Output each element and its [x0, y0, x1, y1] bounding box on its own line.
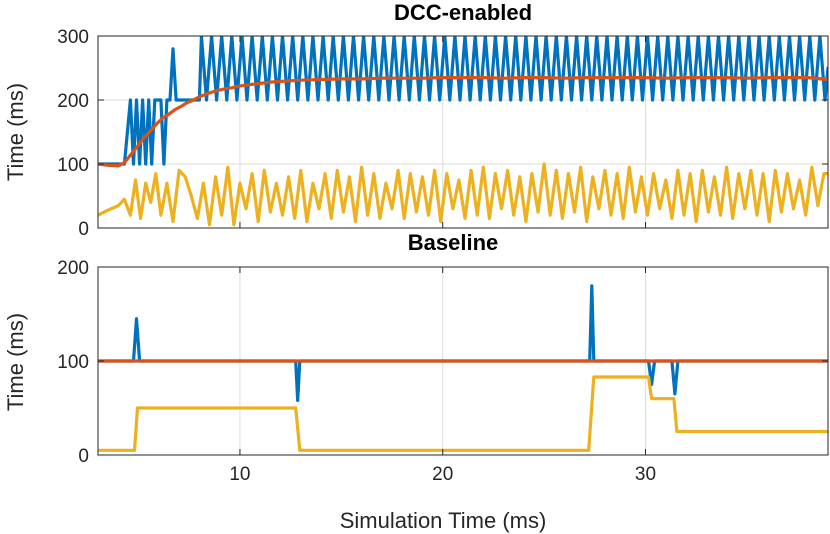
dcc-enabled-ytick-label: 300: [57, 27, 89, 48]
dcc-enabled-ytick-label: 200: [57, 91, 89, 112]
dcc-enabled-series-orange: [98, 75, 828, 168]
baseline-ticks: 10 20 30 0 100 200: [57, 258, 828, 485]
dcc-enabled-ylabel: Time (ms): [3, 83, 28, 181]
dcc-enabled-series-blue: [98, 36, 828, 166]
baseline-title: Baseline: [408, 230, 499, 255]
dcc-enabled-ytick-label: 100: [57, 155, 89, 176]
baseline-xtick-label: 30: [635, 464, 656, 485]
dcc-enabled-ytick-label: 0: [78, 219, 89, 240]
baseline-xtick-label: 20: [432, 464, 453, 485]
dcc-enabled-title: DCC-enabled: [394, 0, 532, 25]
baseline-ytick-label: 100: [57, 352, 89, 373]
baseline-ylabel: Time (ms): [3, 313, 28, 411]
baseline-series-yellow: [98, 375, 828, 452]
dcc-enabled-axes-frame: [97, 35, 829, 229]
baseline-xtick-label: 10: [229, 464, 250, 485]
baseline-ytick-label: 0: [78, 446, 89, 467]
baseline-series-blue: [98, 284, 828, 403]
baseline-series: [98, 284, 828, 452]
dcc-enabled-panel: DCC-enabled Time (ms) 0 100 200 300: [3, 0, 829, 240]
dcc-enabled-series-yellow: [98, 162, 828, 227]
baseline-panel: Baseline Time (ms) 10 20 30 0 100 200 Simulat…: [3, 230, 829, 533]
baseline-ytick-label: 200: [57, 258, 89, 279]
dcc-enabled-series: [98, 36, 828, 227]
baseline-xlabel: Simulation Time (ms): [340, 508, 547, 533]
dcc-enabled-ticks: 0 100 200 300: [57, 27, 828, 240]
